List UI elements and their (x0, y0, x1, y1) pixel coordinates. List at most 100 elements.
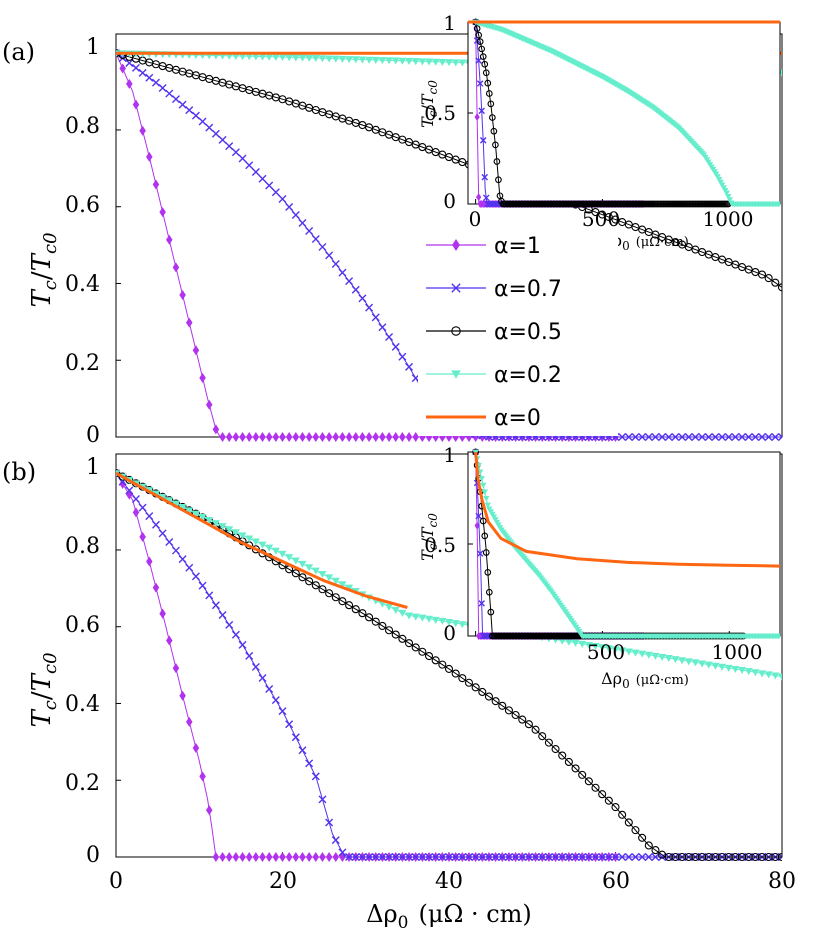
a-inset-a1-point-1 (474, 113, 480, 122)
b-main-a07-point-19 (238, 640, 247, 649)
a-main-a02-point-51 (451, 59, 460, 67)
a-main-a07-point-39 (371, 313, 380, 322)
panel-b-yticks: 1 0.8 0.6 0.4 0.2 0 (65, 455, 100, 868)
a-main-a1-point-33 (332, 432, 340, 442)
inset-a-xtick-1000: 1000 (703, 207, 754, 231)
panel-b-ytick-02: 0.2 (65, 771, 100, 796)
b-main-a02-point-32 (325, 574, 334, 582)
b-main-a02-point-74 (604, 645, 613, 653)
b-main-a02-point-75 (611, 646, 620, 654)
b-main-a07-point-80 (644, 853, 653, 861)
b-main-a07-point-35 (345, 853, 354, 861)
b-main-a05-point-56 (484, 692, 494, 701)
a-main-a07-point-88 (698, 433, 707, 441)
b-main-a02-point-85 (678, 657, 687, 665)
a-main-a1-point-18 (232, 432, 240, 442)
a-main-a02-point-40 (378, 57, 387, 65)
b-main-a07-point-21 (251, 662, 260, 671)
b-main-a1-point-9 (172, 663, 180, 674)
b-main-a02-point-33 (331, 577, 340, 585)
b-main-a02-point-26 (285, 554, 294, 562)
a-inset-a07-point-3 (476, 80, 484, 87)
a-main-a1-point-40 (379, 432, 386, 442)
a-inset-a05-point-4 (478, 45, 486, 53)
b-main-a05-point-47 (424, 651, 434, 661)
b-main-a02-point-19 (238, 532, 247, 540)
a-main-a07-point-13 (198, 117, 207, 126)
b-main-a07-point-62 (524, 853, 533, 861)
panel-b-xlabel: Δρ0 (μΩ · cm) (366, 900, 532, 933)
panel-a-inset: 1 0.5 0 0 500 1000 Tc/Tc0 Δρ0(μΩ·cm) (418, 11, 781, 253)
b-main-a07-point-18 (231, 630, 240, 639)
panel-b-inset: 1 0.5 0 500 1000 Tc/Tc0 Δρ0 (μΩ·cm) (418, 443, 781, 691)
b-inset-a1-point-1 (474, 521, 480, 530)
a-main-a07-point-14 (205, 123, 214, 132)
a-inset-a05-point-6 (481, 60, 489, 68)
b-main-a02-point-30 (311, 567, 320, 575)
a-main-a1-point-36 (352, 432, 360, 442)
b-main-a07-point-22 (258, 673, 267, 682)
a-main-a07-point-98 (764, 433, 773, 441)
b-main-a02-point-21 (251, 538, 260, 546)
a-main-a07-point-84 (671, 433, 680, 441)
b-main-a07-point-28 (298, 746, 307, 755)
b-main-a1-point-32 (325, 852, 333, 862)
b-main-a1-point-33 (332, 852, 340, 862)
a-main-a07-point-89 (704, 433, 713, 441)
a-main-a02-point-50 (445, 59, 453, 67)
panel-b-xtick-20: 20 (269, 869, 297, 894)
legend-item-a07: α=0.7 (426, 277, 562, 302)
a-main-a1-point-5 (146, 151, 153, 162)
b-inset-a05-point-7 (482, 549, 490, 556)
b-main-a02-point-45 (411, 613, 420, 621)
b-main-a02-point-100 (778, 673, 782, 681)
a-main-a07-point-93 (731, 433, 740, 441)
a-main-a1-point-42 (392, 432, 399, 442)
a-main-a02-point-52 (458, 59, 467, 67)
b-main-a02-point-98 (764, 671, 773, 679)
legend-label-a0: α=0 (494, 406, 541, 431)
b-main-a02-point-27 (291, 557, 300, 565)
b-main-a05-point-80 (644, 841, 653, 850)
b-main-a07-point-68 (564, 853, 573, 861)
inset-a-ytick-05: 0.5 (424, 101, 456, 125)
a-main-a07-point-20 (245, 161, 254, 170)
a-main-a07-point-83 (664, 433, 673, 441)
b-main-a07-point-33 (331, 836, 340, 845)
a-main-a07-point-90 (711, 433, 720, 441)
b-main-a1-point-19 (239, 852, 246, 862)
b-main-a02-point-70 (578, 640, 587, 648)
b-main-a07-point-7 (158, 529, 167, 538)
inset-a-xtick-500: 500 (582, 207, 620, 231)
b-main-a05-point-73 (598, 790, 607, 799)
a-inset-a05-point-2 (475, 31, 483, 39)
b-main-a05-point-62 (524, 720, 533, 729)
a-main-a07-point-79 (638, 433, 647, 441)
a-main-a1-point-25 (279, 432, 286, 442)
a-main-a1-point-29 (305, 432, 313, 442)
b-main-a02-point-35 (345, 584, 354, 592)
b-main-a07-point-66 (551, 853, 560, 861)
a-main-a07-point-4 (138, 68, 147, 77)
legend-label-a02: α=0.2 (494, 363, 562, 388)
legend-items: α=1 α=0.7 α=0.5 α=0.2 α=0 (426, 234, 562, 431)
b-main-a07-point-16 (218, 611, 227, 620)
a-main-a1-point-23 (265, 432, 273, 442)
a-main-a1-point-15 (212, 424, 220, 435)
b-main-a07-point-76 (618, 853, 627, 861)
b-main-a02-point-18 (231, 529, 240, 537)
a-main-a07-point-5 (145, 73, 154, 82)
b-main-a02-point-28 (298, 560, 307, 568)
panel-b-ytick-08: 0.8 (65, 534, 100, 559)
b-main-a05-point-43 (398, 634, 407, 643)
a-main-a02-point-37 (358, 56, 367, 64)
b-main-a05-point-60 (511, 710, 520, 720)
a-main-a07-point-86 (684, 433, 693, 441)
b-main-a02-point-44 (405, 612, 414, 620)
a-main-a07-point-3 (131, 63, 140, 72)
b-main-a05-point-32 (325, 589, 334, 598)
b-inset-a05-point-6 (481, 532, 489, 540)
a-inset-a05-point-7 (482, 69, 490, 77)
b-main-a05-point-53 (464, 678, 474, 687)
b-main-a07-point-10 (178, 555, 187, 564)
